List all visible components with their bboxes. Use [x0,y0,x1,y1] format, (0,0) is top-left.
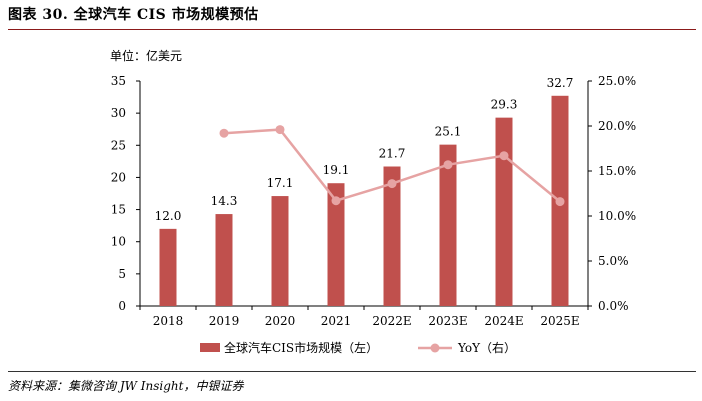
yoy-point [219,128,229,138]
bar-data-label: 12.0 [155,209,182,223]
bar-data-label: 19.1 [323,163,350,177]
left-tick-label: 30 [111,106,126,120]
x-tick-label: 2021 [321,314,352,328]
left-tick-label: 15 [111,203,126,217]
bar-data-label: 25.1 [435,125,462,139]
legend-bar-swatch [200,343,220,352]
bar-data-label: 21.7 [379,147,406,161]
right-tick-label: 5.0% [598,254,629,268]
left-tick-label: 10 [111,235,126,249]
left-tick-label: 0 [118,299,126,313]
x-tick-label: 2024E [484,314,523,328]
legend-bar-label: 全球汽车CIS市场规模（左） [224,340,378,355]
bar-data-label: 17.1 [267,176,294,190]
right-tick-label: 20.0% [598,119,636,133]
x-tick-label: 2018 [153,314,184,328]
left-tick-label: 25 [111,138,126,152]
right-tick-label: 25.0% [598,74,636,88]
left-tick-label: 5 [118,267,126,281]
yoy-point [443,160,453,170]
title-rule [8,29,696,30]
bar-data-label: 29.3 [491,98,518,112]
footer-rule [8,371,696,372]
yoy-point [555,197,565,207]
right-tick-label: 15.0% [598,164,636,178]
bar [327,183,345,306]
bar [495,117,513,307]
legend-line-label: YoY（右） [457,340,516,355]
bar [439,144,457,306]
left-tick-label: 35 [111,74,126,88]
yoy-point [275,125,285,135]
x-tick-label: 2023E [428,314,467,328]
bar [383,166,401,306]
legend-line-marker [430,343,440,353]
chart-title: 图表 30. 全球汽车 CIS 市场规模预估 [8,7,259,23]
unit-label: 单位：亿美元 [110,49,183,63]
bar-data-label: 14.3 [211,194,238,208]
x-tick-label: 2022E [372,314,411,328]
x-tick-label: 2019 [209,314,240,328]
bar [159,228,177,306]
left-tick-label: 20 [111,170,126,184]
yoy-point [387,179,397,189]
source-note: 资料来源：集微咨询 JW Insight，中银证券 [8,379,244,393]
x-tick-label: 2020 [265,314,296,328]
right-tick-label: 10.0% [598,209,636,223]
bar-data-label: 32.7 [547,76,574,90]
bar [215,214,233,306]
bar [271,196,289,306]
yoy-point [499,151,509,161]
x-tick-label: 2025E [540,314,579,328]
right-tick-label: 0.0% [598,299,629,313]
yoy-point [331,196,341,206]
